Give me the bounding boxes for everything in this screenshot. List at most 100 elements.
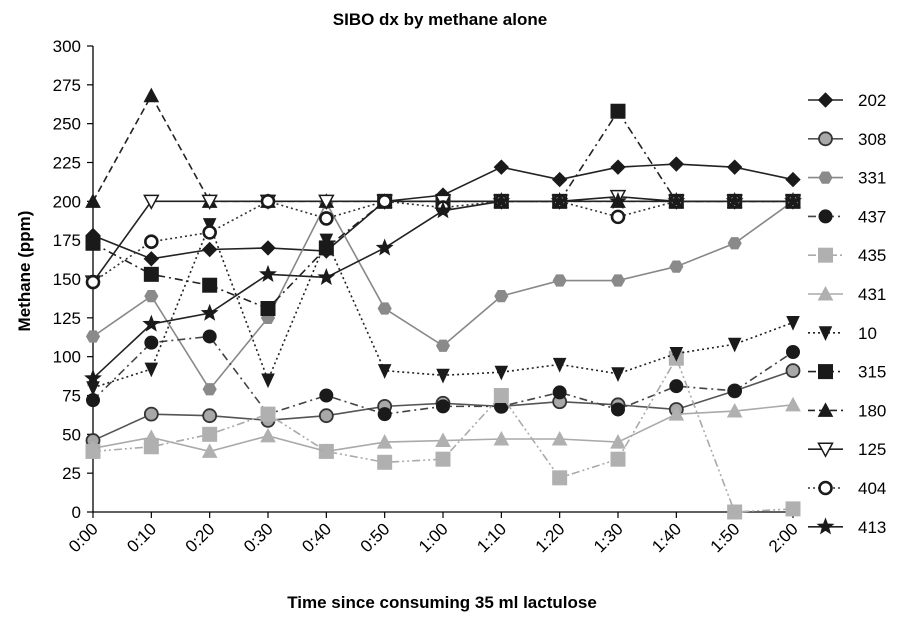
legend-label: 331 <box>858 169 886 188</box>
legend-item: 10 <box>808 324 877 343</box>
data-point <box>201 443 218 458</box>
data-point <box>436 399 450 414</box>
data-point <box>785 171 801 188</box>
legend-item: 202 <box>808 91 886 110</box>
data-point <box>143 266 159 282</box>
x-tick-label: 0:50 <box>357 519 394 556</box>
y-tick-label: 250 <box>53 115 81 134</box>
x-tick-label: 1:30 <box>590 519 627 556</box>
data-point <box>260 194 276 209</box>
series-431 <box>85 396 801 458</box>
legend: 202 308 331 437 435 431 10 315 180 125 404 413 <box>808 91 886 537</box>
data-point <box>552 385 567 400</box>
data-point <box>202 277 218 293</box>
y-tick-label: 175 <box>53 231 81 250</box>
legend-marker <box>818 209 833 224</box>
y-tick-label: 75 <box>62 387 81 406</box>
data-point <box>201 241 218 258</box>
data-point <box>493 388 509 403</box>
data-point <box>669 347 684 362</box>
x-tick-label: 0:40 <box>298 519 335 556</box>
data-point <box>376 434 393 449</box>
data-point <box>143 87 160 103</box>
data-point <box>551 430 568 446</box>
data-point <box>318 194 335 210</box>
data-point <box>85 330 101 343</box>
data-point <box>260 301 276 317</box>
data-point <box>550 191 569 209</box>
x-tick-label: 1:50 <box>707 519 744 556</box>
chart-title: SIBO dx by methane alone <box>333 10 547 29</box>
data-point <box>142 314 161 332</box>
data-point <box>260 240 276 256</box>
legend-label: 315 <box>858 363 886 382</box>
data-point <box>318 443 335 458</box>
data-point <box>202 426 218 442</box>
data-point <box>552 470 568 486</box>
data-point <box>143 194 160 210</box>
legend-item: 437 <box>808 207 886 226</box>
y-tick-label: 125 <box>53 309 81 328</box>
data-point <box>434 201 452 219</box>
data-point <box>493 159 510 175</box>
data-point <box>85 235 101 251</box>
x-tick-label: 1:00 <box>415 519 452 556</box>
data-point <box>435 339 451 352</box>
data-point <box>85 274 101 290</box>
data-point <box>144 234 159 250</box>
data-point <box>435 432 451 448</box>
series-layer <box>84 87 802 520</box>
data-point <box>143 429 160 444</box>
series-413 <box>84 191 802 387</box>
data-point <box>84 369 102 387</box>
legend-label: 202 <box>858 91 886 110</box>
legend-item: 435 <box>808 246 886 265</box>
data-point <box>667 191 686 209</box>
y-tick-label: 275 <box>53 76 81 95</box>
legend-label: 437 <box>858 207 886 226</box>
axes: 0 25 50 75 100 125 150 175 200 225 250 275 300 0:00 0:… <box>53 37 802 556</box>
data-point <box>260 406 276 422</box>
legend-marker <box>817 92 834 108</box>
data-point <box>494 289 509 303</box>
x-tick-label: 2:00 <box>765 519 802 556</box>
y-axis-title: Methane (ppm) <box>15 211 34 332</box>
data-point <box>201 194 218 210</box>
legend-item: 413 <box>808 517 886 537</box>
data-point <box>319 388 334 403</box>
data-point <box>726 159 743 175</box>
data-point <box>727 383 742 398</box>
y-tick-label: 100 <box>53 348 81 367</box>
data-point <box>492 191 511 209</box>
data-point <box>200 303 219 321</box>
series-line <box>92 94 793 203</box>
series-line <box>92 222 794 389</box>
data-point <box>610 209 626 225</box>
data-point <box>259 264 277 282</box>
y-tick-label: 200 <box>53 192 81 211</box>
legend-item: 125 <box>808 440 886 459</box>
data-point <box>669 260 684 273</box>
data-point <box>785 396 801 412</box>
data-point <box>319 211 334 226</box>
data-point <box>202 329 217 344</box>
data-point <box>785 501 801 517</box>
legend-marker <box>817 442 834 458</box>
data-point <box>435 451 451 467</box>
legend-item: 404 <box>808 479 886 498</box>
legend-item: 431 <box>808 285 886 304</box>
legend-item: 315 <box>808 363 886 382</box>
data-point <box>261 373 275 389</box>
data-point <box>611 367 625 382</box>
data-point <box>727 504 743 520</box>
data-point <box>551 171 568 188</box>
data-point <box>493 430 510 446</box>
series-10 <box>86 218 800 396</box>
data-point <box>552 274 567 287</box>
data-point <box>611 402 625 417</box>
data-point <box>202 383 217 396</box>
y-tick-label: 300 <box>53 37 81 56</box>
data-point <box>144 289 159 303</box>
data-point <box>786 345 800 360</box>
